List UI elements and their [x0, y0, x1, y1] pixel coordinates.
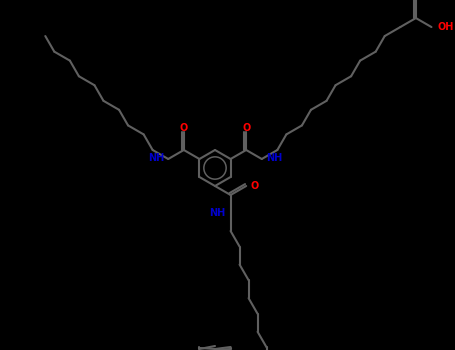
Text: NH: NH	[266, 153, 282, 163]
Text: O: O	[412, 0, 420, 1]
Text: O: O	[180, 123, 188, 133]
Text: NH: NH	[148, 153, 164, 163]
Text: O: O	[242, 123, 250, 133]
Text: O: O	[250, 181, 258, 191]
Text: NH: NH	[209, 208, 226, 218]
Text: OH: OH	[437, 22, 454, 32]
